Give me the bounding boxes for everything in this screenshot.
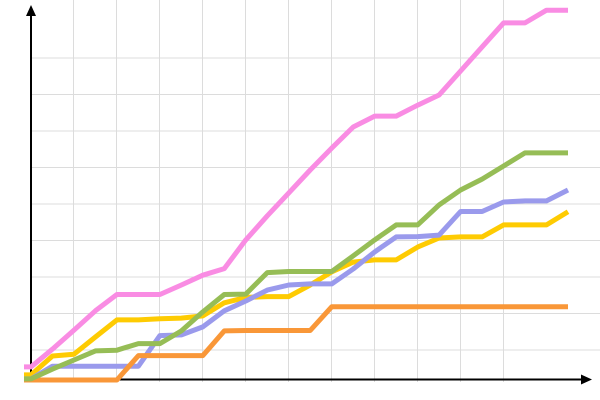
y-axis-arrow-icon — [26, 5, 36, 16]
series-yellow-line — [23, 209, 570, 378]
x-axis-arrow-icon — [581, 374, 592, 385]
series-orange-line — [24, 304, 568, 383]
series-pink-line — [23, 7, 568, 370]
series-green-line — [23, 150, 568, 382]
series-periwinkle-line — [23, 187, 570, 382]
